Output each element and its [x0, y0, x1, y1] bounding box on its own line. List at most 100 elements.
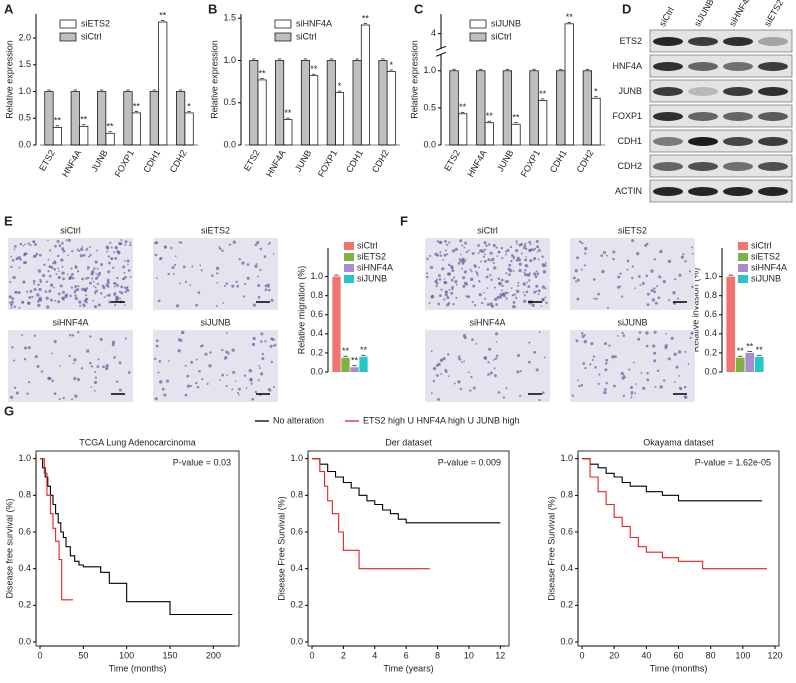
- blot-band: [758, 112, 788, 121]
- cell: [472, 386, 476, 390]
- blot-row-label: CDH1: [617, 136, 642, 146]
- cell: [100, 263, 104, 267]
- plot-frame: [35, 450, 240, 647]
- cell: [463, 270, 467, 274]
- cell: [97, 358, 100, 361]
- legend-swatch: [344, 253, 354, 261]
- legend-label: siETS2: [81, 18, 110, 28]
- y-tick-label: 0.0: [560, 636, 573, 646]
- cell: [463, 246, 466, 249]
- cell: [249, 378, 253, 382]
- cell: [92, 285, 95, 288]
- cell: [447, 375, 450, 377]
- blot-row-label: ACTIN: [615, 186, 642, 196]
- cell: [638, 331, 642, 334]
- y-tick-label: 0.5: [223, 97, 236, 107]
- cell: [81, 277, 85, 281]
- cell: [653, 359, 657, 363]
- cell: [436, 278, 439, 281]
- blot-band: [723, 137, 753, 146]
- cell: [528, 272, 531, 274]
- cell: [506, 248, 510, 252]
- cell: [487, 373, 490, 376]
- cell: [484, 253, 486, 256]
- cell: [487, 361, 490, 364]
- cell: [77, 285, 80, 288]
- bar: [360, 24, 370, 146]
- cell: [631, 265, 634, 268]
- cell: [484, 242, 487, 245]
- cell: [528, 360, 531, 364]
- bar: [309, 75, 319, 146]
- cell: [87, 266, 90, 269]
- y-tick-label: 0.6: [290, 526, 303, 536]
- x-tick-label: FOXP1: [316, 148, 339, 179]
- cell: [443, 278, 446, 280]
- cell: [14, 244, 17, 248]
- cell: [471, 338, 474, 341]
- bar: [70, 91, 80, 146]
- legend-label: siETS2: [357, 251, 386, 261]
- cell: [264, 340, 267, 343]
- bar: [502, 70, 513, 146]
- cell: [478, 293, 482, 297]
- cell: [27, 242, 30, 245]
- cell: [439, 358, 444, 363]
- cell: [53, 268, 57, 271]
- blot-band: [653, 112, 683, 121]
- panel-letter: E: [4, 213, 13, 228]
- cell: [514, 306, 517, 309]
- cell: [444, 290, 448, 294]
- cell: [544, 287, 547, 290]
- cell: [489, 251, 493, 255]
- blot-band: [723, 187, 753, 196]
- cell: [118, 290, 121, 293]
- cell: [683, 385, 687, 389]
- cell: [95, 273, 98, 275]
- cell: [531, 303, 535, 307]
- cell: [72, 362, 75, 364]
- cell: [475, 270, 477, 273]
- cell: [489, 371, 493, 375]
- cell: [533, 351, 537, 354]
- cell: [636, 252, 640, 256]
- bar: [556, 70, 566, 146]
- cell: [218, 246, 220, 248]
- cell: [682, 253, 685, 256]
- significance: **: [107, 122, 115, 132]
- cell: [454, 247, 458, 251]
- cell: [475, 342, 478, 345]
- cell: [269, 241, 272, 244]
- cell: [73, 358, 77, 362]
- cell: [678, 375, 681, 377]
- cell: [223, 357, 226, 360]
- bar: [300, 60, 310, 146]
- cell: [221, 249, 224, 252]
- cell: [11, 259, 15, 262]
- cell: [184, 280, 187, 283]
- cell: [157, 371, 160, 374]
- cell: [620, 295, 624, 298]
- cell: [497, 277, 501, 280]
- cell: [225, 282, 229, 285]
- blot-row-label: CDH2: [617, 161, 642, 171]
- cell: [122, 265, 126, 269]
- y-tick-label: 1.5: [18, 59, 31, 69]
- cell: [123, 271, 126, 274]
- cell: [231, 348, 235, 352]
- cell: [116, 284, 120, 287]
- cell: [450, 278, 454, 282]
- cell: [493, 367, 496, 370]
- cell: [446, 296, 450, 300]
- bar: [335, 92, 345, 146]
- cell: [71, 250, 74, 253]
- cell: [446, 243, 449, 246]
- blot-row-label: JUNB: [618, 86, 642, 96]
- cell: [116, 276, 119, 280]
- cell: [268, 288, 271, 292]
- cell: [641, 282, 645, 286]
- cell: [605, 358, 609, 362]
- legend-swatch: [274, 32, 292, 42]
- cell: [501, 289, 503, 292]
- cell: [684, 350, 687, 353]
